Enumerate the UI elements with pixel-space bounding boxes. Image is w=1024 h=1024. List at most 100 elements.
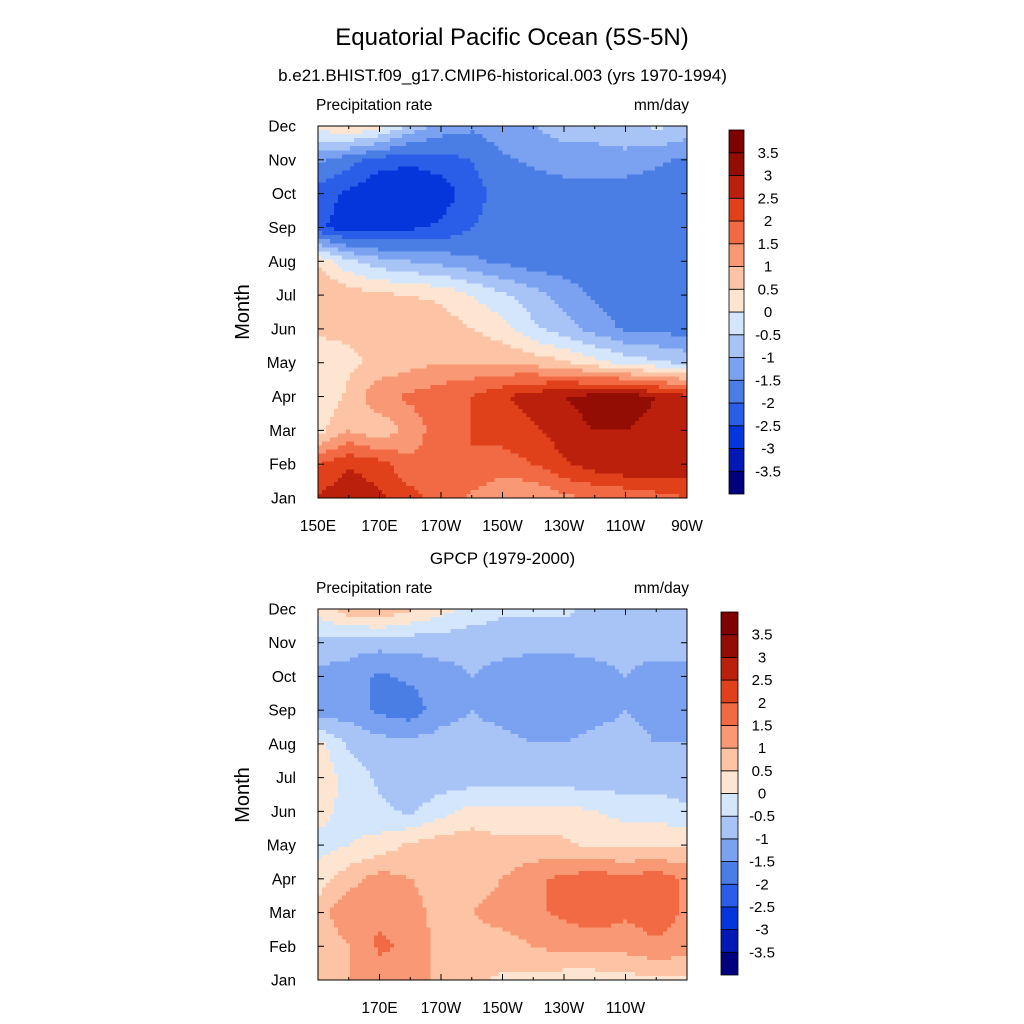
- heatmap-cell: [638, 299, 644, 305]
- heatmap-cell: [342, 247, 347, 252]
- heatmap-cell: [458, 231, 463, 236]
- heatmap-cell: [478, 223, 484, 228]
- heatmap-cell: [498, 206, 504, 212]
- heatmap-cell: [610, 247, 616, 252]
- heatmap-cell: [682, 287, 688, 293]
- heatmap-cell: [658, 194, 664, 200]
- heatmap-cell: [410, 243, 415, 248]
- heatmap-cell: [346, 336, 351, 341]
- heatmap-cell: [446, 316, 451, 321]
- heatmap-cell: [666, 279, 672, 285]
- heatmap-cell: [438, 340, 443, 345]
- heatmap-cell: [682, 186, 688, 192]
- heatmap-cell: [542, 247, 548, 252]
- heatmap-cell: [390, 174, 395, 180]
- heatmap-cell: [414, 206, 419, 212]
- heatmap-cell: [466, 295, 472, 301]
- heatmap-cell: [562, 299, 568, 305]
- heatmap-cell: [378, 320, 383, 325]
- heatmap-cell: [510, 312, 516, 317]
- heatmap-cell: [550, 166, 556, 172]
- heatmap-cell: [518, 138, 524, 143]
- heatmap-cell: [466, 287, 472, 293]
- heatmap-cell: [338, 328, 343, 333]
- heatmap-cell: [398, 275, 403, 281]
- heatmap-cell: [442, 223, 447, 228]
- heatmap-cell: [590, 283, 596, 289]
- heatmap-cell: [374, 303, 379, 309]
- heatmap-cell: [650, 150, 656, 155]
- heatmap-cell: [578, 324, 584, 329]
- heatmap-cell: [602, 134, 608, 139]
- heatmap-cell: [546, 130, 552, 135]
- heatmap-cell: [522, 223, 528, 228]
- heatmap-cell: [550, 190, 556, 196]
- heatmap-cell: [586, 239, 592, 244]
- heatmap-cell: [322, 279, 327, 285]
- heatmap-cell: [414, 162, 419, 168]
- heatmap-cell: [426, 320, 431, 325]
- heatmap-cell: [366, 303, 371, 309]
- heatmap-cell: [578, 150, 584, 155]
- heatmap-cell: [378, 206, 383, 212]
- heatmap-cell: [374, 214, 379, 220]
- heatmap-cell: [670, 214, 676, 220]
- heatmap-cell: [330, 312, 335, 317]
- heatmap-cell: [586, 255, 592, 261]
- heatmap-cell: [402, 299, 407, 305]
- heatmap-cell: [622, 202, 628, 208]
- heatmap-cell: [566, 259, 572, 265]
- heatmap-cell: [342, 275, 347, 281]
- heatmap-cell: [514, 166, 520, 172]
- heatmap-cell: [494, 214, 500, 220]
- heatmap-cell: [574, 291, 580, 297]
- heatmap-cell: [330, 247, 335, 252]
- heatmap-cell: [578, 239, 584, 244]
- heatmap-cell: [338, 287, 343, 293]
- heatmap-cell: [582, 170, 588, 176]
- heatmap-cell: [622, 158, 628, 163]
- heatmap-cell: [502, 134, 508, 139]
- heatmap-cell: [486, 316, 492, 321]
- heatmap-cell: [386, 340, 391, 345]
- heatmap-cell: [502, 150, 508, 155]
- heatmap-cell: [626, 231, 632, 236]
- heatmap-cell: [518, 154, 524, 159]
- heatmap-cell: [494, 243, 500, 248]
- heatmap-cell: [534, 291, 540, 297]
- heatmap-cell: [330, 142, 335, 147]
- heatmap-cell: [406, 340, 411, 345]
- heatmap-cell: [414, 247, 419, 252]
- heatmap-cell: [650, 154, 656, 159]
- heatmap-cell: [510, 235, 516, 240]
- heatmap-cell: [434, 263, 439, 269]
- heatmap-cell: [434, 255, 439, 261]
- heatmap-cell: [550, 194, 556, 200]
- heatmap-cell: [518, 255, 524, 261]
- heatmap-cell: [622, 150, 628, 155]
- heatmap-cell: [518, 279, 524, 285]
- heatmap-cell: [622, 307, 628, 313]
- heatmap-cell: [386, 170, 391, 176]
- heatmap-cell: [394, 198, 399, 204]
- heatmap-cell: [442, 235, 447, 240]
- heatmap-cell: [430, 239, 435, 244]
- heatmap-cell: [398, 332, 403, 337]
- heatmap-cell: [614, 287, 620, 293]
- heatmap-cell: [522, 299, 528, 305]
- heatmap-cell: [562, 283, 568, 289]
- heatmap-cell: [658, 316, 664, 321]
- heatmap-cell: [554, 259, 560, 265]
- heatmap-cell: [422, 312, 427, 317]
- heatmap-cell: [414, 344, 419, 349]
- heatmap-cell: [582, 243, 588, 248]
- heatmap-cell: [526, 239, 532, 244]
- heatmap-cell: [638, 186, 644, 192]
- heatmap-cell: [466, 154, 472, 159]
- heatmap-cell: [526, 291, 532, 297]
- heatmap-cell: [474, 198, 480, 204]
- heatmap-cell: [458, 324, 463, 329]
- heatmap-cell: [598, 283, 604, 289]
- heatmap-cell: [326, 138, 331, 143]
- heatmap-cell: [338, 307, 343, 313]
